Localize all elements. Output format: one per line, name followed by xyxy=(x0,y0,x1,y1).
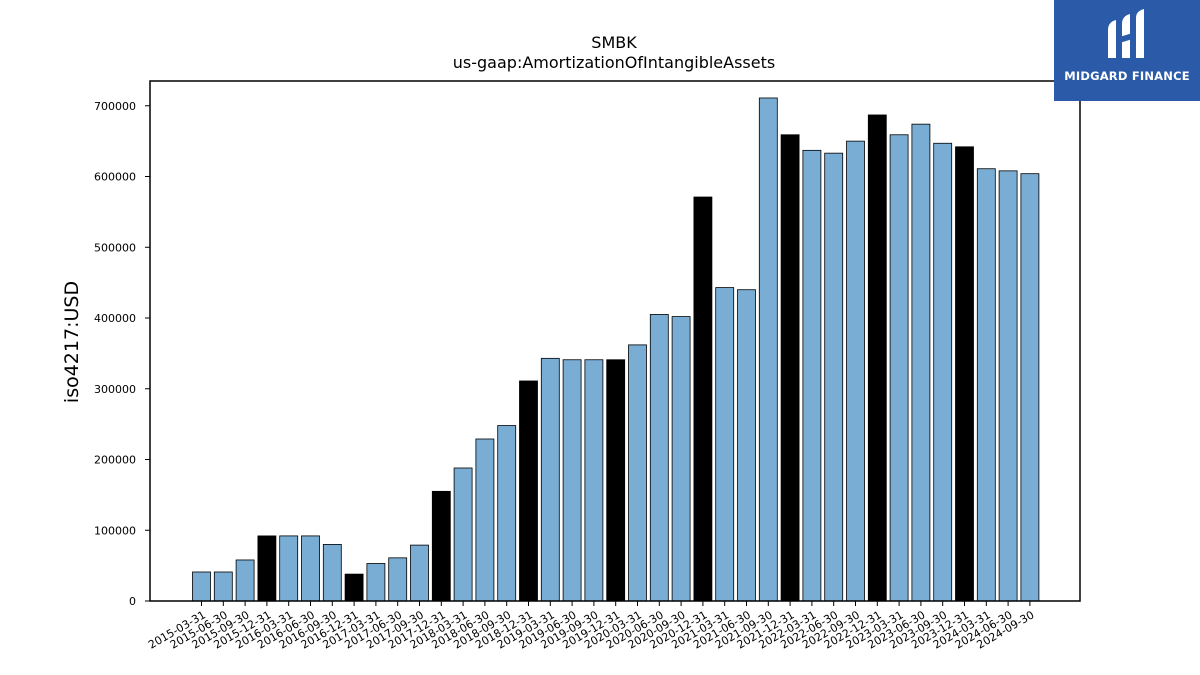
bar xyxy=(715,287,735,602)
brand-name: MIDGARD FINANCE xyxy=(1064,69,1190,83)
bar xyxy=(475,438,495,602)
bar xyxy=(540,357,560,602)
y-tick-label: 700000 xyxy=(94,100,136,113)
bar xyxy=(410,544,429,602)
bar xyxy=(388,557,408,602)
bar xyxy=(1020,173,1040,602)
plot-frame xyxy=(149,80,1081,602)
bar xyxy=(235,559,255,602)
bar xyxy=(584,359,604,602)
y-tick-label: 500000 xyxy=(94,241,136,254)
bar xyxy=(933,142,953,602)
bar xyxy=(519,380,538,602)
bars-group xyxy=(192,97,1040,602)
bar xyxy=(889,134,909,602)
y-axis-label: iso4217:USD xyxy=(61,281,83,403)
bar xyxy=(976,168,996,602)
y-axis: 0 100000 200000 300000 400000 500000 600000 700… xyxy=(94,100,150,608)
bar xyxy=(322,544,342,602)
bar xyxy=(431,490,451,602)
bar xyxy=(453,467,473,602)
bar xyxy=(301,535,320,602)
bar xyxy=(911,123,931,602)
bar xyxy=(279,535,299,602)
bar xyxy=(606,359,626,602)
bar xyxy=(780,134,800,602)
bar xyxy=(649,314,669,602)
bar xyxy=(737,289,756,602)
y-tick-label: 600000 xyxy=(94,171,136,184)
x-axis: 2015-03-312015-06-302015-09-302015-12-31… xyxy=(146,601,1036,652)
chart-title: SMBK xyxy=(591,33,637,52)
bar xyxy=(867,114,887,602)
bar xyxy=(693,196,713,602)
bar xyxy=(671,316,691,602)
bar xyxy=(257,535,277,602)
bar xyxy=(562,359,582,602)
midgard-logo-icon xyxy=(1108,9,1144,58)
chart-subtitle: us-gaap:AmortizationOfIntangibleAssets xyxy=(453,53,775,72)
bar xyxy=(758,97,778,602)
bar xyxy=(628,344,647,602)
y-tick-label: 200000 xyxy=(94,454,136,467)
bar xyxy=(955,146,974,602)
y-tick-label: 400000 xyxy=(94,312,136,325)
bar xyxy=(213,571,233,602)
y-tick-label: 0 xyxy=(129,595,136,608)
bar xyxy=(998,170,1018,602)
bar xyxy=(192,571,211,602)
bar xyxy=(366,563,386,602)
y-tick-label: 100000 xyxy=(94,524,136,537)
y-tick-label: 300000 xyxy=(94,383,136,396)
bar xyxy=(846,140,865,602)
bar xyxy=(497,425,517,602)
bar xyxy=(824,152,844,602)
bar xyxy=(344,573,364,602)
brand-logo: MIDGARD FINANCE xyxy=(1054,0,1200,101)
bar xyxy=(802,149,822,602)
